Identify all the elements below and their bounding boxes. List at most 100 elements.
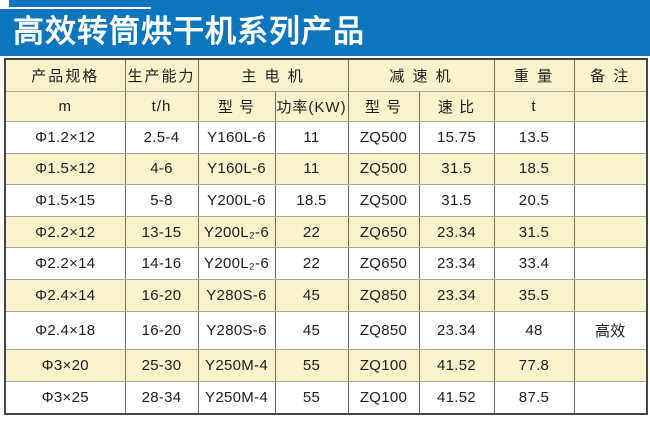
table-cell: Y280S-6 (197, 310, 276, 351)
header-subcell: t (493, 91, 575, 122)
table-row: Φ2.2×12 13-15 Y200L₂-6 22 ZQ650 23.34 31.5 (4, 215, 648, 249)
table-cell: 55 (274, 349, 349, 382)
table-cell: 14-16 (124, 247, 199, 281)
table-cell: 13-15 (124, 215, 199, 249)
banner-corner-notch (0, 0, 9, 9)
table-cell: 23.34 (418, 247, 495, 281)
table-cell: 41.52 (418, 349, 495, 382)
table-cell: 20.5 (493, 184, 575, 217)
table-cell: 45 (274, 310, 349, 351)
table-row: Φ2.4×14 16-20 Y280S-6 45 ZQ850 23.34 35.5 (4, 279, 648, 312)
table-cell: Y250M-4 (197, 349, 276, 382)
table-cell: 28-34 (124, 380, 199, 415)
table-cell: ZQ500 (347, 121, 420, 154)
table-cell: 13.5 (493, 121, 575, 154)
table-cell: Y200L₂-6 (197, 215, 276, 249)
table-cell: 25-30 (124, 349, 199, 382)
table-cell (573, 380, 648, 415)
table-cell: Φ3×25 (4, 380, 126, 415)
table-cell (573, 215, 648, 249)
header-subcell: m (4, 91, 126, 122)
table-cell: 48 (493, 310, 575, 351)
table-cell (573, 247, 648, 281)
table-cell: 23.34 (418, 310, 495, 351)
product-spec-table: 产品规格 生产能力主 电 机减 速 机重 量备 注 m t/h 型 号功率(KW) 型 号… (4, 58, 648, 415)
table-cell (573, 121, 648, 154)
table-cell: 41.52 (418, 380, 495, 415)
header-subcell: 型 号 (197, 91, 276, 122)
table-cell: ZQ650 (347, 247, 420, 281)
title-banner: 高效转筒烘干机系列产品 (0, 0, 650, 56)
table-row: Φ2.2×14 14-16 Y200L₂-6 22 ZQ650 23.34 33.4 (4, 247, 648, 281)
table-cell: Y250M-4 (197, 380, 276, 415)
table-row: Φ3×25 28-34 Y250M-4 55 ZQ100 41.52 87.5 (4, 380, 648, 415)
header-subcell: 功率(KW) (274, 91, 349, 122)
table-cell: 16-20 (124, 279, 199, 312)
table-cell (573, 184, 648, 217)
banner-top-slit (9, 7, 151, 9)
table-cell: 31.5 (418, 152, 495, 186)
table-cell: Y160L-6 (197, 121, 276, 154)
table-row: Φ1.5×12 4-6 Y160L-6 11 ZQ500 31.5 18.5 (4, 152, 648, 186)
table-cell: ZQ650 (347, 215, 420, 249)
table-cell: ZQ850 (347, 279, 420, 312)
table-cell: Φ1.5×12 (4, 152, 126, 186)
header-row-groups: 产品规格 生产能力主 电 机减 速 机重 量备 注 (4, 58, 648, 92)
table-cell: 15.75 (418, 121, 495, 154)
table-cell: 87.5 (493, 380, 575, 415)
header-subcell (573, 91, 648, 122)
table-cell: 31.5 (418, 184, 495, 217)
table-row: Φ1.2×12 2.5-4 Y160L-6 11 ZQ500 15.75 13.5 (4, 121, 648, 154)
header-subcell: 速 比 (418, 91, 495, 122)
table-cell (573, 349, 648, 382)
table-cell: ZQ100 (347, 349, 420, 382)
table-cell: Φ2.4×18 (4, 310, 126, 351)
header-cell: 生产能力 (124, 58, 199, 92)
header-cell: 减 速 机 (347, 58, 495, 92)
table-cell: ZQ850 (347, 310, 420, 351)
table-cell: 23.34 (418, 215, 495, 249)
spec-table-wrap: 产品规格 生产能力主 电 机减 速 机重 量备 注 m t/h 型 号功率(KW) 型 号… (4, 58, 648, 415)
table-cell: 22 (274, 247, 349, 281)
table-row: Φ2.4×18 16-20 Y280S-6 45 ZQ850 23.34 48 高效 (4, 310, 648, 351)
header-cell: 备 注 (573, 58, 648, 92)
table-cell: 31.5 (493, 215, 575, 249)
table-cell: Y280S-6 (197, 279, 276, 312)
table-cell: Φ3×20 (4, 349, 126, 382)
table-cell: ZQ500 (347, 184, 420, 217)
table-cell: 45 (274, 279, 349, 312)
header-subcell: t/h (124, 91, 199, 122)
header-cell: 产品规格 (4, 58, 126, 92)
table-cell: 55 (274, 380, 349, 415)
header-subcell: 型 号 (347, 91, 420, 122)
table-cell: 22 (274, 215, 349, 249)
table-cell: Φ1.5×15 (4, 184, 126, 217)
table-cell: 11 (274, 152, 349, 186)
table-cell: Φ2.4×14 (4, 279, 126, 312)
table-cell: ZQ500 (347, 152, 420, 186)
table-cell: 16-20 (124, 310, 199, 351)
table-cell: 35.5 (493, 279, 575, 312)
table-cell (573, 279, 648, 312)
table-body: Φ1.2×12 2.5-4 Y160L-6 11 ZQ500 15.75 13.5 Φ1.5×… (4, 121, 648, 415)
table-cell: Y160L-6 (197, 152, 276, 186)
table-cell: Y200L₂-6 (197, 247, 276, 281)
table-row: Φ1.5×15 5-8 Y200L-6 18.5 ZQ500 31.5 20.5 (4, 184, 648, 217)
table-cell: 77.8 (493, 349, 575, 382)
table-cell: 5-8 (124, 184, 199, 217)
page-title: 高效转筒烘干机系列产品 (13, 13, 365, 49)
table-row: Φ3×20 25-30 Y250M-4 55 ZQ100 41.52 77.8 (4, 349, 648, 382)
table-cell: 18.5 (274, 184, 349, 217)
table-header: 产品规格 生产能力主 电 机减 速 机重 量备 注 m t/h 型 号功率(KW) 型 号… (4, 58, 648, 122)
table-cell: 高效 (573, 310, 648, 351)
table-cell: 23.34 (418, 279, 495, 312)
table-cell: ZQ100 (347, 380, 420, 415)
table-cell: 4-6 (124, 152, 199, 186)
table-cell: Φ2.2×14 (4, 247, 126, 281)
table-cell: 18.5 (493, 152, 575, 186)
header-cell: 主 电 机 (197, 58, 349, 92)
table-cell: 2.5-4 (124, 121, 199, 154)
table-cell: Φ2.2×12 (4, 215, 126, 249)
